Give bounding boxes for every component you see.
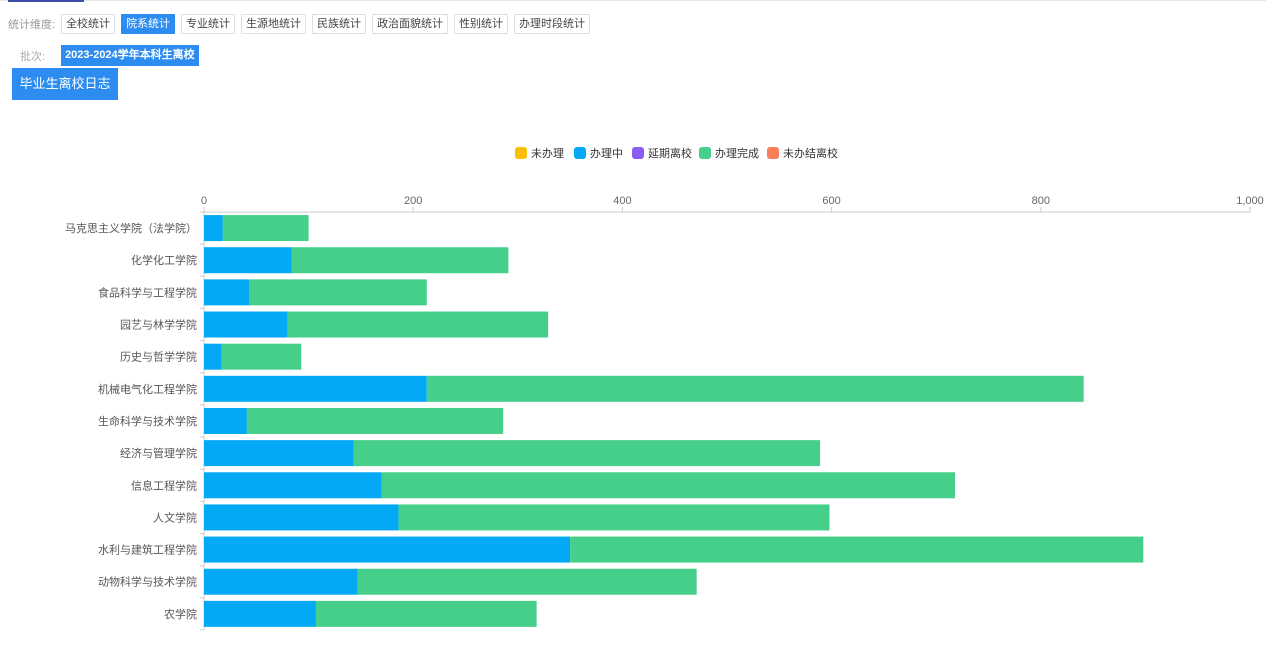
- x-tick-label: 0: [201, 195, 207, 207]
- bar-segment-series-4[interactable]: [357, 568, 697, 595]
- category-label: 食品科学与工程学院: [98, 285, 197, 299]
- category-label: 经济与管理学院: [120, 446, 197, 460]
- bar-segment-series-2[interactable]: [204, 279, 249, 306]
- category-label: 历史与哲学学院: [120, 350, 197, 364]
- bar-segment-series-2[interactable]: [204, 472, 382, 499]
- legend-swatch-2[interactable]: [574, 147, 586, 159]
- dimension-button-origin[interactable]: 生源地统计: [241, 14, 307, 34]
- bar-segment-series-4[interactable]: [381, 472, 956, 499]
- bar-segment-series-4[interactable]: [221, 343, 302, 370]
- bar-segment-series-2[interactable]: [204, 407, 247, 434]
- bar-segment-series-4[interactable]: [248, 279, 427, 306]
- dimension-button-major[interactable]: 专业统计: [181, 14, 236, 34]
- dimension-filter-row: 统计维度: 全校统计 院系统计 专业统计 生源地统计 民族统计 政治面貌统计 性…: [8, 13, 596, 35]
- bar-segment-series-2[interactable]: [204, 568, 358, 595]
- category-label: 水利与建筑工程学院: [98, 543, 197, 557]
- legend-label-2[interactable]: 办理中: [590, 147, 623, 160]
- legend-label-5[interactable]: 未办结离校: [783, 146, 838, 160]
- x-tick-label: 1,000: [1236, 195, 1264, 207]
- graduate-leave-log-button[interactable]: 毕业生离校日志: [12, 68, 118, 100]
- category-label: 人文学院: [153, 510, 197, 524]
- bar-segment-series-2[interactable]: [204, 536, 571, 563]
- dimension-button-gender[interactable]: 性别统计: [454, 14, 509, 34]
- category-label: 生命科学与技术学院: [98, 414, 197, 428]
- bar-segment-series-4[interactable]: [287, 311, 549, 338]
- bar-segment-series-4[interactable]: [222, 215, 309, 242]
- dimension-button-ethnicity[interactable]: 民族统计: [312, 14, 367, 34]
- legend-swatch-3[interactable]: [632, 147, 644, 159]
- x-tick-label: 800: [1032, 195, 1050, 207]
- top-divider: [0, 0, 1266, 1]
- dimension-button-political-status[interactable]: 政治面貌统计: [372, 14, 449, 34]
- active-tab-indicator: [8, 0, 84, 2]
- dimension-button-school[interactable]: 全校统计: [61, 14, 116, 34]
- x-tick-label: 600: [822, 195, 840, 207]
- bar-segment-series-2[interactable]: [204, 375, 427, 402]
- bar-segment-series-4[interactable]: [353, 440, 821, 467]
- bar-segment-series-4[interactable]: [426, 375, 1084, 402]
- legend-label-4[interactable]: 办理完成: [715, 146, 759, 160]
- category-label: 信息工程学院: [131, 478, 197, 492]
- batch-row: 批次: 2023-2024学年本科生离校: [20, 45, 199, 66]
- category-label: 机械电气化工程学院: [98, 382, 197, 396]
- x-tick-label: 400: [613, 195, 631, 207]
- bar-segment-series-2[interactable]: [204, 600, 316, 627]
- dimension-filter-label: 统计维度:: [8, 19, 56, 31]
- legend-label-1[interactable]: 未办理: [531, 147, 564, 160]
- bar-segment-series-2[interactable]: [204, 440, 354, 467]
- bar-segment-series-4[interactable]: [398, 504, 830, 531]
- bar-segment-series-2[interactable]: [204, 343, 222, 370]
- category-label: 马克思主义学院（法学院）: [65, 221, 197, 235]
- bar-segment-series-4[interactable]: [315, 600, 537, 627]
- bar-segment-series-2[interactable]: [204, 504, 399, 531]
- batch-label: 批次:: [20, 50, 46, 63]
- bar-segment-series-4[interactable]: [246, 407, 504, 434]
- department-stacked-bar-chart: 未办理 办理中 延期离校 办理完成 未办结离校 0 200 400 600 800 1,000 马克思…: [65, 146, 1264, 631]
- x-tick-label: 200: [404, 195, 422, 207]
- bar-segment-series-2[interactable]: [204, 215, 223, 242]
- bar-segment-series-2[interactable]: [204, 311, 288, 338]
- category-label: 农学院: [164, 607, 197, 621]
- dimension-button-time-period[interactable]: 办理时段统计: [514, 14, 591, 34]
- legend-swatch-4[interactable]: [699, 147, 711, 159]
- category-label: 化学化工学院: [131, 253, 197, 267]
- category-label: 动物科学与技术学院: [98, 575, 197, 589]
- legend-swatch-5[interactable]: [767, 147, 779, 159]
- batch-tag[interactable]: 2023-2024学年本科生离校: [61, 45, 199, 66]
- dimension-button-department[interactable]: 院系统计: [121, 14, 176, 34]
- bar-segment-series-2[interactable]: [204, 247, 292, 274]
- category-label: 园艺与林学学院: [120, 318, 197, 332]
- legend-swatch-1[interactable]: [515, 147, 527, 159]
- legend-label-3[interactable]: 延期离校: [648, 146, 692, 160]
- bar-segment-series-4[interactable]: [291, 247, 509, 274]
- bar-segment-series-4[interactable]: [570, 536, 1144, 563]
